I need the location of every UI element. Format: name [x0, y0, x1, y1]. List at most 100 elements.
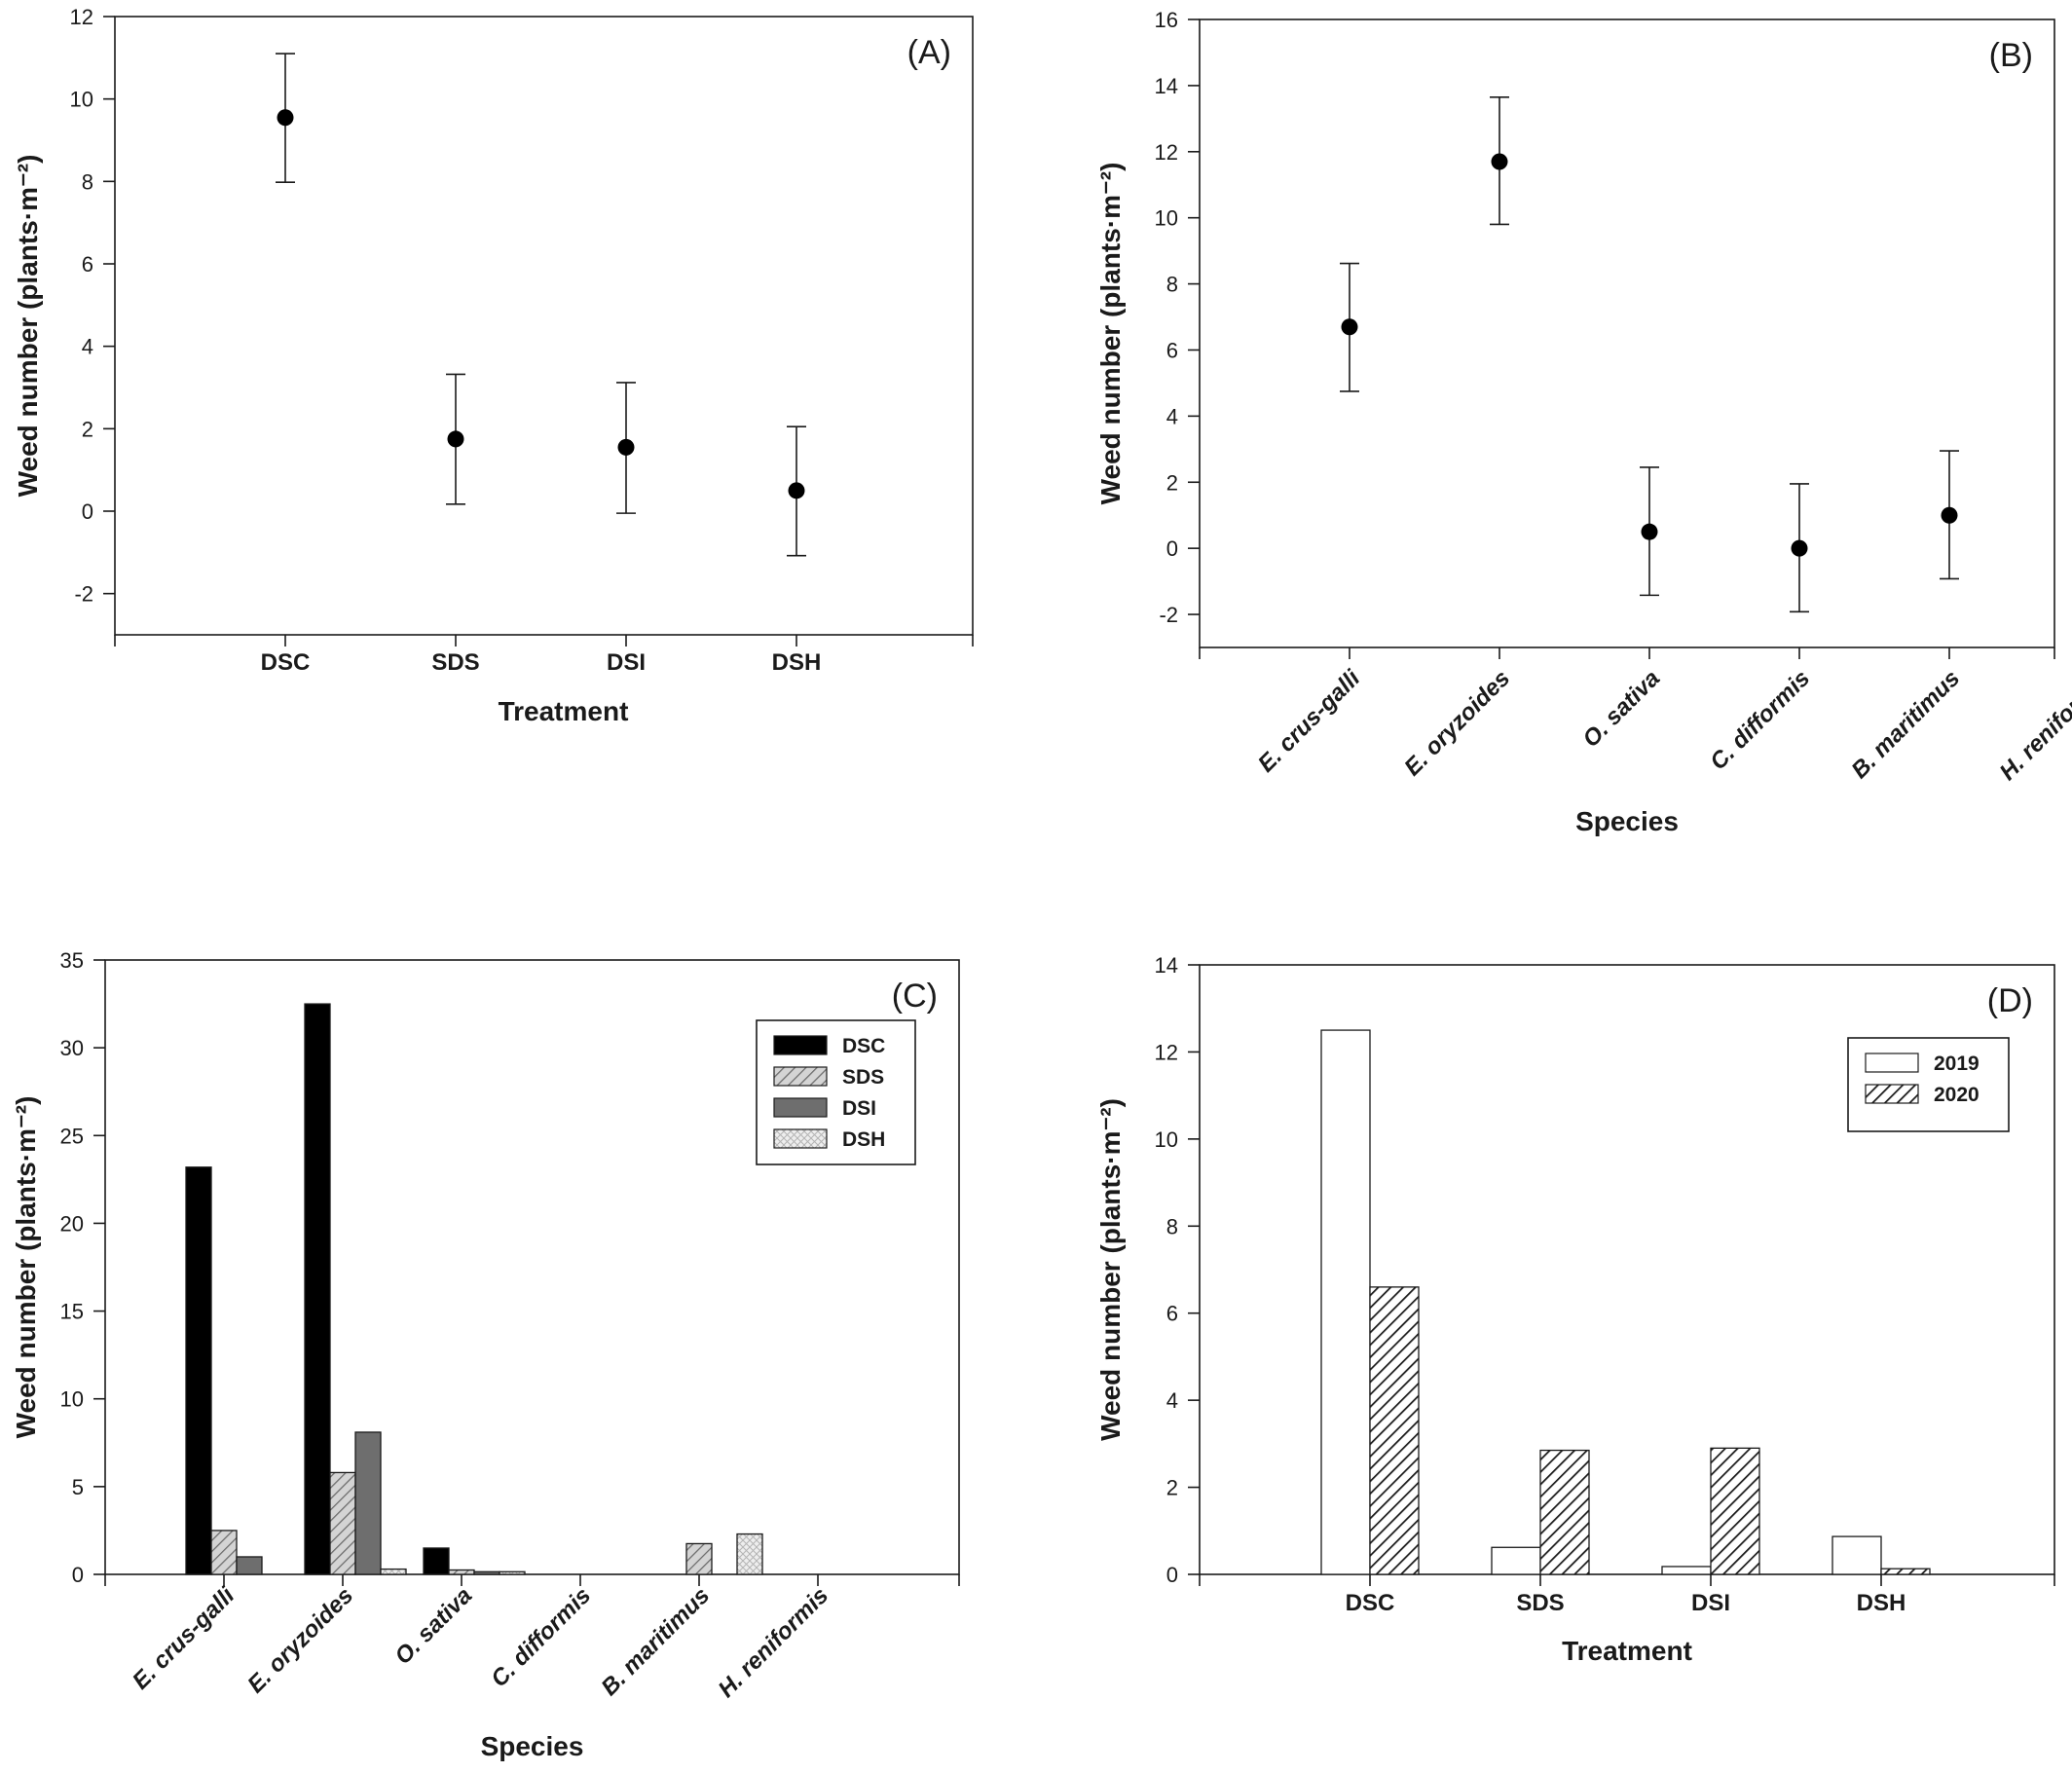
y-tick-label: 5 [72, 1475, 84, 1499]
y-tick-label: 0 [82, 499, 93, 524]
legend-swatch [773, 1035, 828, 1055]
y-tick-label: 8 [1166, 273, 1178, 297]
x-category-label: O. sativa [1577, 665, 1665, 753]
x-category-label: B. maritimus [1846, 665, 1965, 784]
plot-frame [1199, 18, 2055, 648]
y-tick-label: 12 [1155, 140, 1178, 165]
y-tick-label: 10 [1155, 206, 1178, 231]
bar-sds [685, 1542, 713, 1575]
bar-2020 [1710, 1447, 1760, 1575]
legend-label: DSC [842, 1035, 885, 1057]
bar-dsc [423, 1547, 450, 1575]
bar-2020 [1369, 1286, 1420, 1575]
x-category-label: C. difformis [1705, 665, 1815, 775]
x-category-label: H. reniformis [713, 1582, 833, 1703]
x-axis-title: Species [481, 1731, 584, 1761]
bar-2019 [1320, 1029, 1371, 1575]
y-tick-label: 25 [60, 1124, 84, 1148]
x-category-label: SDS [431, 649, 479, 676]
legend-swatch [773, 1066, 828, 1087]
data-point [1791, 539, 1808, 557]
bar-2020 [1880, 1568, 1931, 1575]
y-tick-label: 10 [60, 1387, 84, 1412]
bar-2019 [1661, 1566, 1712, 1575]
x-category-label: DSI [607, 649, 646, 676]
data-point [1641, 523, 1658, 540]
bar-dsh [380, 1568, 407, 1575]
y-tick-label: 2 [1166, 1476, 1178, 1500]
x-category-label: E. crus-galli [1253, 664, 1366, 777]
bar-dsc [304, 1003, 331, 1575]
x-category-label: E. oryzoides [1399, 665, 1515, 781]
data-point [1941, 506, 1958, 524]
bar-dsh [736, 1533, 763, 1575]
y-tick-label: 10 [70, 88, 93, 112]
data-point [1491, 153, 1508, 170]
y-tick-label: 8 [1166, 1214, 1178, 1238]
plot-frame [114, 16, 974, 636]
y-tick-label: 6 [1166, 1302, 1178, 1326]
chart-panel-b: -2 0 2 4 6 8 10 12 14 16 E. crus-galli E. oryzoides… [1095, 8, 2072, 836]
legend: 2019 2020 [1847, 1037, 2010, 1132]
legend-label: SDS [842, 1066, 884, 1089]
y-tick-label: 30 [60, 1036, 84, 1060]
x-category-label: DSI [1691, 1590, 1730, 1616]
x-axis-title: Treatment [1562, 1636, 1692, 1666]
data-point [1341, 318, 1358, 336]
y-tick-label: 12 [70, 5, 93, 29]
y-tick-label: 2 [82, 417, 93, 441]
y-tick-label: 20 [60, 1211, 84, 1236]
y-tick-label: 14 [1155, 953, 1178, 978]
data-point [617, 438, 635, 456]
y-axis-title: Weed number (plants·m⁻²) [13, 155, 43, 498]
bar-dsc [185, 1166, 212, 1575]
bar-2019 [1832, 1535, 1882, 1575]
data-point [447, 430, 464, 448]
bar-sds [448, 1569, 475, 1575]
y-tick-label: 4 [82, 335, 93, 359]
y-tick-label: 12 [1155, 1040, 1178, 1064]
bar-sds [210, 1530, 238, 1575]
x-category-label: DSH [1857, 1590, 1906, 1616]
y-axis-title: Weed number (plants·m⁻²) [11, 1096, 41, 1439]
plot-frame [104, 959, 960, 1575]
data-point [277, 109, 294, 127]
bar-dsi [236, 1556, 263, 1575]
y-tick-label: 35 [60, 948, 84, 973]
legend-swatch [773, 1128, 828, 1149]
y-tick-label: 2 [1166, 470, 1178, 495]
y-tick-label: -2 [1159, 603, 1178, 627]
bar-2019 [1491, 1546, 1541, 1575]
y-tick-label: -2 [74, 582, 93, 607]
legend: DSC SDS DSI DSH [756, 1019, 916, 1165]
x-category-label: C. difformis [486, 1582, 596, 1692]
x-category-label: B. maritimus [596, 1582, 715, 1701]
data-point [788, 482, 805, 499]
x-category-label: DSH [772, 649, 822, 676]
bar-dsh [499, 1570, 526, 1575]
y-tick-label: 15 [60, 1300, 84, 1324]
x-category-label: E. oryzoides [242, 1582, 358, 1698]
plot-frame [1199, 964, 2055, 1575]
x-category-label: H. reniformis [1994, 665, 2072, 786]
panel-label: (A) [907, 34, 951, 71]
y-tick-label: 4 [1166, 404, 1178, 428]
y-tick-label: 4 [1166, 1388, 1178, 1413]
panel-label: (B) [1989, 37, 2033, 74]
y-axis-title: Weed number (plants·m⁻²) [1095, 1098, 1126, 1441]
x-category-label: SDS [1516, 1590, 1564, 1616]
y-tick-label: 16 [1155, 8, 1178, 32]
bar-2020 [1539, 1449, 1590, 1575]
legend-label: DSH [842, 1128, 885, 1151]
x-category-label: DSC [261, 649, 311, 676]
y-tick-label: 0 [72, 1563, 84, 1587]
panel-label: (C) [892, 978, 938, 1015]
legend-swatch [1865, 1053, 1919, 1073]
x-category-label: E. crus-galli [128, 1581, 240, 1694]
x-category-label: DSC [1346, 1590, 1395, 1616]
bar-dsi [354, 1431, 382, 1575]
legend-label: 2019 [1934, 1053, 1980, 1075]
legend-label: 2020 [1934, 1084, 1980, 1106]
y-tick-label: 0 [1166, 536, 1178, 561]
